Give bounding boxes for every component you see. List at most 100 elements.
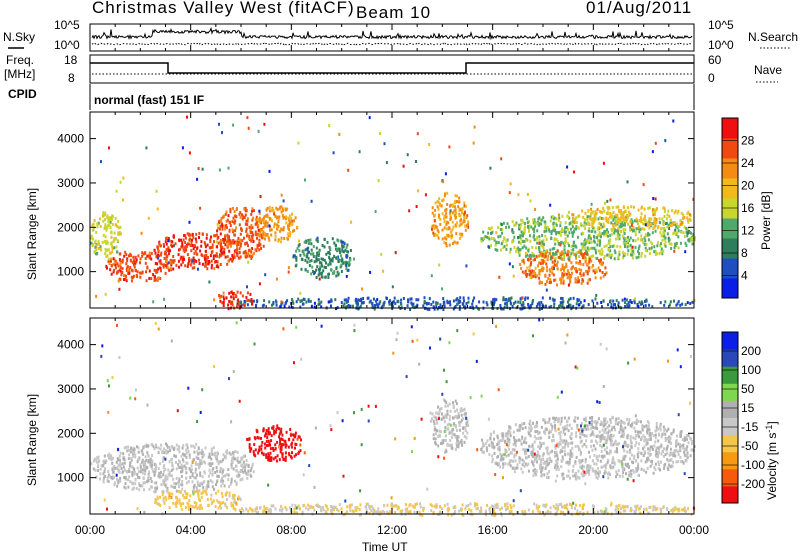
data-cell — [501, 231, 503, 235]
data-cell — [582, 469, 585, 473]
scatter-cell — [196, 177, 199, 181]
data-cell — [254, 448, 257, 452]
data-cell — [234, 450, 237, 453]
data-cell — [449, 204, 451, 208]
data-cell — [464, 413, 467, 417]
data-cell — [574, 416, 577, 419]
data-cell — [562, 430, 565, 434]
data-cell — [448, 301, 451, 304]
data-cell — [490, 300, 493, 304]
data-cell — [222, 224, 225, 228]
data-cell — [155, 498, 158, 502]
data-cell — [542, 246, 545, 250]
data-cell — [205, 254, 208, 257]
data-cell — [541, 269, 544, 273]
data-cell — [117, 481, 120, 485]
data-cell — [156, 495, 159, 499]
data-cell — [690, 238, 693, 242]
data-cell — [188, 507, 191, 511]
scatter-cell — [444, 172, 447, 176]
data-cell — [434, 437, 437, 441]
data-cell — [99, 225, 102, 228]
noise-right-tick-top: 10^5 — [708, 18, 734, 32]
data-cell — [237, 495, 240, 499]
data-cell — [98, 242, 101, 246]
data-cell — [630, 469, 632, 473]
data-cell — [214, 451, 217, 455]
data-cell — [564, 251, 567, 255]
data-cell — [170, 496, 173, 499]
data-cell — [683, 235, 686, 238]
data-cell — [315, 268, 318, 272]
data-cell — [249, 292, 252, 296]
data-cell — [216, 455, 218, 459]
data-cell — [362, 301, 364, 305]
data-cell — [502, 296, 505, 300]
data-cell — [197, 447, 200, 451]
data-cell — [646, 431, 649, 435]
data-cell — [597, 217, 600, 221]
data-cell — [196, 480, 199, 484]
data-cell — [243, 236, 245, 240]
scatter-cell — [197, 267, 199, 271]
data-cell — [123, 254, 126, 258]
data-cell — [586, 281, 589, 285]
data-cell — [617, 221, 620, 224]
data-cell — [291, 222, 294, 226]
y-tick-label: 2000 — [57, 220, 84, 234]
data-cell — [249, 228, 252, 232]
data-cell — [182, 493, 184, 497]
data-cell — [567, 469, 570, 473]
data-cell — [310, 272, 313, 276]
data-cell — [165, 259, 168, 263]
data-cell — [532, 455, 535, 459]
data-cell — [192, 444, 195, 448]
data-cell — [164, 467, 167, 471]
data-cell — [210, 259, 213, 263]
data-cell — [626, 303, 629, 307]
data-cell — [566, 276, 569, 280]
data-cell — [433, 219, 436, 223]
data-cell — [186, 461, 189, 465]
data-cell — [306, 247, 309, 251]
data-cell — [232, 292, 234, 296]
data-cell — [267, 427, 270, 431]
scatter-cell — [652, 197, 655, 200]
data-cell — [575, 221, 578, 224]
data-cell — [188, 233, 191, 237]
data-cell — [411, 305, 414, 309]
data-cell — [435, 418, 438, 422]
data-cell — [555, 252, 558, 256]
data-cell — [161, 493, 164, 497]
data-cell — [640, 252, 643, 255]
data-cell — [666, 458, 669, 462]
data-cell — [658, 252, 661, 255]
data-cell — [543, 255, 546, 259]
data-cell — [272, 446, 274, 450]
data-cell — [648, 226, 651, 230]
data-cell — [463, 408, 466, 412]
data-cell — [509, 298, 512, 302]
data-cell — [270, 456, 273, 460]
data-cell — [648, 438, 651, 441]
data-cell — [113, 471, 115, 474]
data-cell — [203, 471, 206, 475]
data-cell — [132, 274, 135, 278]
data-cell — [569, 449, 572, 453]
data-cell — [128, 254, 130, 258]
data-cell — [497, 442, 500, 446]
noise-search-trace — [91, 42, 693, 46]
data-cell — [491, 458, 494, 461]
data-cell — [335, 274, 338, 278]
scatter-cell — [382, 269, 385, 273]
data-cell — [455, 221, 458, 225]
data-cell — [207, 462, 210, 466]
data-cell — [233, 292, 236, 295]
data-cell — [281, 214, 284, 218]
data-cell — [99, 245, 102, 249]
data-cell — [610, 213, 613, 217]
data-cell — [607, 230, 609, 234]
data-cell — [231, 220, 234, 224]
data-cell — [614, 223, 617, 227]
data-cell — [543, 473, 546, 477]
